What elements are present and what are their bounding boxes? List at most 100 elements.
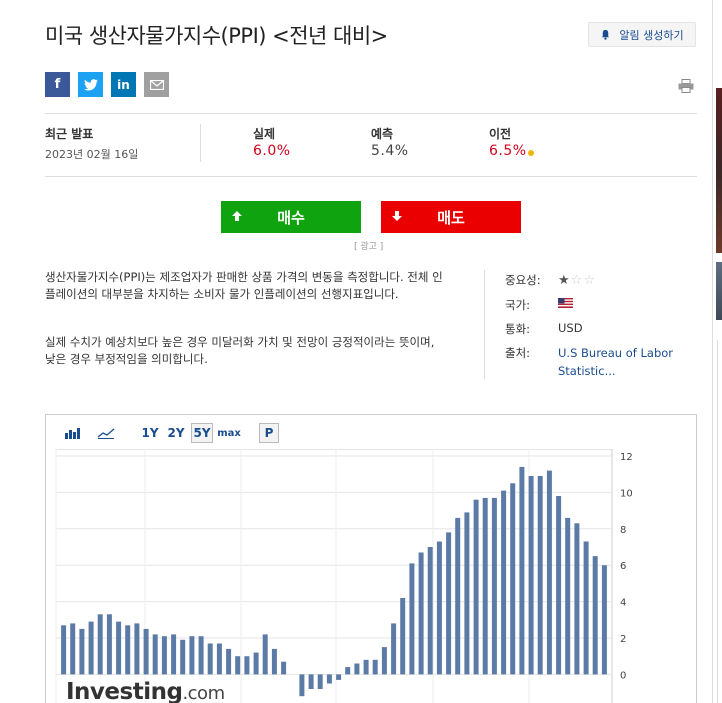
chart-bar[interactable] (601, 565, 607, 675)
chart-bar[interactable] (409, 563, 415, 675)
linkedin-icon: in (117, 77, 130, 92)
chart-bar[interactable] (97, 614, 103, 675)
chart-bar[interactable] (583, 541, 589, 675)
chart-bar[interactable] (381, 647, 387, 675)
chart-bar[interactable] (354, 663, 360, 675)
sidebar-thumbnail[interactable] (716, 88, 722, 253)
country-label: 국가: (505, 298, 531, 312)
chart-bar[interactable] (400, 598, 406, 675)
chart-bar[interactable] (207, 643, 213, 675)
chart-bar[interactable] (391, 623, 397, 675)
previous-value: 6.5% (489, 143, 527, 159)
us-flag-icon (558, 298, 573, 308)
chart-bar[interactable] (473, 499, 479, 675)
chart-bar[interactable] (308, 674, 314, 689)
sell-button[interactable]: 매도 (381, 201, 521, 233)
print-icon[interactable] (678, 79, 694, 93)
chart-bar[interactable] (262, 634, 268, 675)
chart-bar[interactable] (501, 490, 507, 675)
chart-bar[interactable] (116, 621, 122, 675)
chart-bar[interactable] (216, 643, 222, 675)
chart-bar[interactable] (152, 634, 158, 675)
chart-bar[interactable] (161, 636, 167, 675)
chart-bar[interactable] (574, 523, 580, 675)
sidebar-thumbnail[interactable] (716, 262, 722, 320)
chart-bar[interactable] (88, 621, 94, 675)
chart-bar[interactable] (317, 674, 323, 689)
range-2y-button[interactable]: 2Y (167, 426, 185, 440)
latest-release-date: 2023년 02월 16일 (45, 148, 139, 161)
chart-container: 1Y 2Y 5Y max P 0 2 4 6 8 10 12 Investing.com (45, 414, 697, 703)
chart-bar[interactable] (171, 634, 177, 675)
facebook-share-button[interactable]: f (45, 72, 70, 97)
range-5y-button[interactable]: 5Y (191, 423, 213, 443)
chart-bar[interactable] (537, 476, 543, 675)
source-link[interactable]: U.S Bureau of Labor Statistic... (558, 346, 674, 378)
email-share-button[interactable] (144, 72, 169, 97)
chart-bar[interactable] (198, 636, 204, 675)
chart-bar[interactable] (336, 674, 342, 680)
chart-bar[interactable] (427, 547, 433, 675)
range-max-button[interactable]: max (217, 427, 241, 439)
chart-bar[interactable] (189, 636, 195, 675)
chart-bar[interactable] (372, 659, 378, 675)
create-alert-button[interactable]: 알림 생성하기 (588, 22, 696, 47)
latest-release-label: 최근 발표 (45, 127, 94, 141)
chart-bar[interactable] (446, 532, 452, 675)
chart-bar[interactable] (79, 628, 85, 675)
chart-bar[interactable] (565, 517, 571, 675)
chart-bar[interactable] (134, 623, 140, 675)
star-icon: ★ (558, 273, 571, 288)
chart-bar[interactable] (418, 552, 424, 675)
chart-bar[interactable] (125, 625, 131, 675)
line-chart-button[interactable] (94, 423, 118, 443)
currency-value: USD (558, 321, 583, 335)
star-empty-icon: ☆ (570, 273, 584, 288)
revision-dot-icon (528, 150, 534, 156)
chart-bar[interactable] (363, 659, 369, 675)
actual-value: 6.0% (253, 143, 291, 159)
chart-bar[interactable] (528, 476, 534, 675)
bar-chart-icon (65, 428, 80, 439)
chart-bar[interactable] (455, 517, 461, 675)
buy-button[interactable]: 매수 (221, 201, 361, 233)
chart-bar[interactable] (491, 497, 497, 675)
chart-bar[interactable] (244, 656, 250, 675)
chart-bar[interactable] (436, 541, 442, 675)
chart-bar[interactable] (464, 512, 470, 675)
p-button[interactable]: P (259, 423, 279, 443)
chart-bar[interactable] (253, 652, 259, 675)
sidebar-divider (717, 340, 722, 703)
chart-bar[interactable] (281, 661, 287, 675)
previous-label: 이전 (489, 127, 512, 141)
arrow-up-icon (232, 211, 242, 221)
chart-bar[interactable] (519, 466, 525, 675)
currency-label: 통화: (505, 322, 531, 336)
chart-bar[interactable] (592, 556, 598, 675)
chart-bar[interactable] (482, 497, 488, 675)
star-empty-icon: ☆ (583, 273, 596, 288)
chart-bar[interactable] (556, 496, 562, 675)
chart-bar[interactable] (326, 674, 332, 684)
importance-stars: ★☆☆ (558, 273, 596, 288)
chart-bar[interactable] (226, 648, 232, 675)
chart-bar[interactable] (345, 667, 351, 675)
chart-bar[interactable] (510, 483, 516, 675)
description-paragraph: 생산자물가지수(PPI)는 제조업자가 판매한 상품 가격의 변동을 측정합니다… (45, 270, 443, 301)
source-label: 출처: (505, 346, 531, 360)
importance-label: 중요성: (505, 273, 541, 287)
chart-bar[interactable] (271, 648, 277, 675)
chart-bar[interactable] (180, 639, 186, 675)
chart-bar[interactable] (61, 625, 67, 675)
chart-bar[interactable] (106, 614, 112, 675)
chart-bar[interactable] (143, 628, 149, 675)
linkedin-share-button[interactable]: in (111, 72, 136, 97)
twitter-share-button[interactable] (78, 72, 103, 97)
bar-chart-button[interactable] (61, 423, 85, 443)
range-1y-button[interactable]: 1Y (141, 426, 159, 440)
chart-bar[interactable] (546, 470, 552, 675)
divider (200, 124, 201, 162)
chart-bar[interactable] (70, 623, 76, 675)
chart-bar[interactable] (299, 674, 305, 697)
chart-bar[interactable] (235, 656, 241, 675)
